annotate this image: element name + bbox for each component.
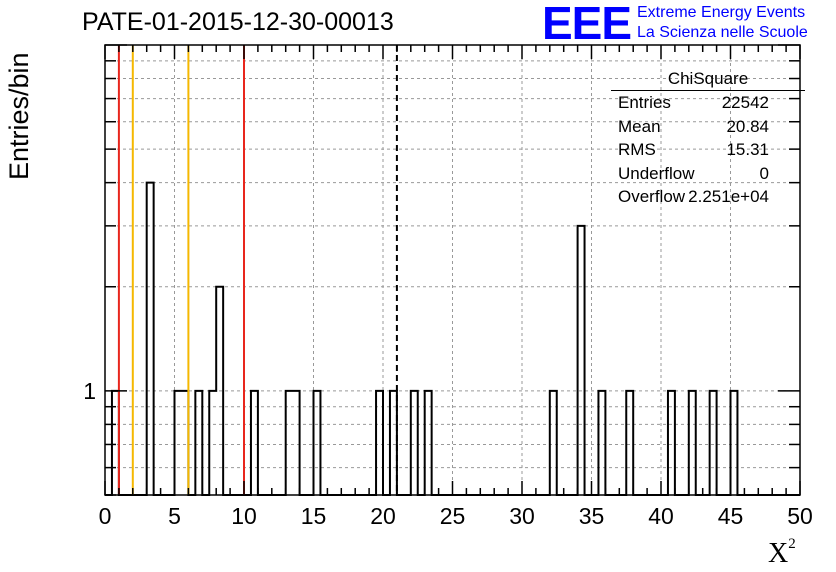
logo-text-line2: La Scienza nelle Scuole — [637, 24, 808, 41]
x-tick-label: 45 — [718, 503, 744, 529]
reference-lines — [117, 45, 398, 495]
stats-label: Mean — [618, 116, 661, 136]
stats-value: 0 — [759, 163, 769, 183]
stats-label: Underflow — [618, 163, 695, 183]
stats-row-mean: Mean 20.84 — [611, 115, 805, 139]
stats-row-entries: Entries 22542 — [611, 91, 805, 115]
x-tick-label: 0 — [99, 503, 112, 529]
stats-row-overflow: Overflow 2.251e+04 — [611, 185, 805, 209]
stats-label: Overflow — [618, 187, 686, 206]
stats-label: Entries — [618, 93, 671, 112]
x-tick-label: 20 — [370, 503, 396, 529]
stats-label: RMS — [618, 140, 656, 159]
logo-text-line1: Extreme Energy Events — [637, 4, 806, 21]
x-tick-label: 35 — [579, 503, 605, 529]
stats-value: 20.84 — [726, 116, 769, 136]
eee-logo: EEE — [542, 0, 632, 49]
x-axis-label-superscript: 2 — [788, 535, 796, 552]
x-tick-label: 15 — [301, 503, 327, 529]
x-tick-label: 50 — [787, 503, 813, 529]
x-tick-label: 30 — [509, 503, 535, 529]
x-tick-label: 25 — [440, 503, 466, 529]
chart-title: PATE-01-2015-12-30-00013 — [82, 8, 394, 36]
stats-row-rms: RMS 15.31 — [611, 138, 805, 162]
x-tick-label: 10 — [231, 503, 257, 529]
x-tick-label: 5 — [168, 503, 181, 529]
histogram-bin — [578, 226, 585, 495]
stats-row-underflow: Underflow 0 — [611, 162, 805, 186]
axes — [104, 44, 801, 496]
histogram-bin — [147, 183, 154, 495]
y-tick-label: 1 — [83, 378, 96, 404]
x-tick-label: 40 — [648, 503, 674, 529]
stats-title: ChiSquare — [611, 68, 805, 91]
tick-labels: 0 5 10 15 20 25 30 35 40 45 50 1 — [83, 378, 813, 529]
stats-value: 15.31 — [726, 140, 769, 159]
stats-value: 22542 — [721, 93, 769, 112]
y-axis-label: Entries/bin — [4, 52, 34, 180]
x-axis-label: X2 — [768, 535, 796, 569]
stats-box: ChiSquare Entries 22542 Mean 20.84 RMS 15.3… — [611, 68, 805, 209]
stats-value: 2.251e+04 — [688, 187, 769, 206]
